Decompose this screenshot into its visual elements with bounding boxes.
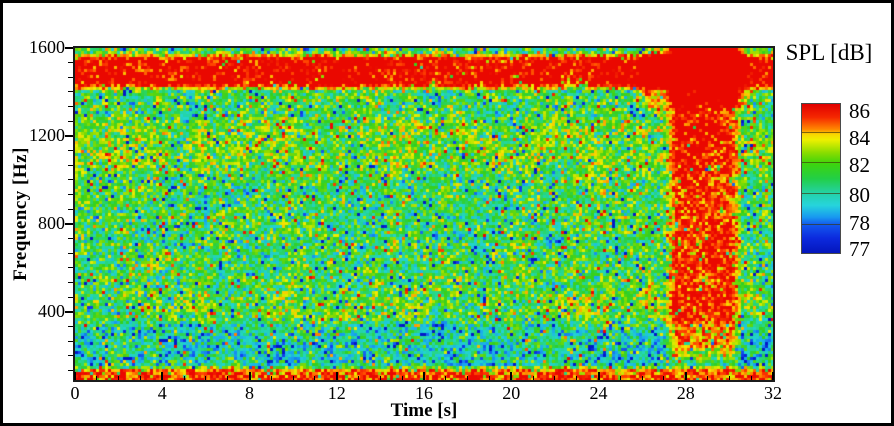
- x-minor-tick-mark: [379, 376, 381, 380]
- x-tick-label: 24: [589, 383, 608, 403]
- x-tick-label: 32: [764, 383, 782, 403]
- y-minor-tick-mark: [68, 369, 73, 371]
- y-tick-label: 1200: [29, 124, 65, 145]
- colorbar-title: SPL [dB]: [785, 40, 873, 65]
- y-tick-label: 1600: [29, 37, 65, 57]
- x-minor-tick-mark: [619, 376, 621, 380]
- x-minor-tick-mark: [270, 376, 272, 380]
- y-minor-tick-mark: [68, 120, 73, 122]
- y-minor-tick-mark: [68, 179, 73, 181]
- x-minor-tick-mark: [118, 376, 120, 380]
- x-minor-tick-mark: [707, 376, 709, 380]
- x-major-tick-mark: [248, 372, 251, 380]
- colorbar-segment-divider: [802, 193, 840, 194]
- y-tick-label: 800: [38, 212, 65, 233]
- x-minor-tick-mark: [205, 376, 207, 380]
- x-tick-label: 20: [502, 383, 521, 403]
- colorbar-tick-label: 82: [849, 153, 870, 177]
- colorbar-tick-label: 84: [849, 126, 870, 150]
- x-minor-tick-mark: [488, 376, 490, 380]
- x-minor-tick-mark: [314, 376, 316, 380]
- y-minor-tick-mark: [68, 252, 73, 254]
- x-minor-tick-mark: [554, 376, 556, 380]
- spectrogram-canvas: [75, 48, 773, 380]
- y-minor-tick-mark: [68, 238, 73, 240]
- colorbar-segment-divider: [802, 132, 840, 133]
- y-tick-label: 400: [38, 300, 65, 321]
- y-minor-tick-mark: [68, 267, 73, 269]
- y-minor-tick-mark: [68, 340, 73, 342]
- y-minor-tick-mark: [68, 296, 73, 298]
- x-minor-tick-mark: [663, 376, 665, 380]
- y-minor-tick-mark: [68, 194, 73, 196]
- x-major-tick-mark: [74, 372, 76, 380]
- x-major-tick-mark: [510, 372, 513, 380]
- colorbar-tick-label: 77: [849, 237, 870, 261]
- x-major-tick-mark: [161, 372, 164, 380]
- x-minor-tick-mark: [292, 376, 294, 380]
- x-major-tick-mark: [772, 372, 774, 380]
- x-tick-label: 28: [676, 383, 695, 403]
- x-minor-tick-mark: [227, 376, 229, 380]
- colorbar-segment-divider: [802, 224, 840, 225]
- x-minor-tick-mark: [728, 376, 730, 380]
- x-major-tick-mark: [597, 372, 600, 380]
- x-tick-label: 0: [70, 383, 80, 403]
- y-major-tick-mark: [65, 47, 73, 49]
- x-minor-tick-mark: [576, 376, 578, 380]
- x-tick-label: 4: [157, 383, 167, 403]
- x-minor-tick-mark: [750, 376, 752, 380]
- y-minor-tick-mark: [68, 282, 73, 284]
- x-minor-tick-mark: [96, 376, 98, 380]
- y-minor-tick-mark: [68, 76, 73, 78]
- x-minor-tick-mark: [183, 376, 185, 380]
- x-major-tick-mark: [423, 372, 425, 380]
- x-major-tick-mark: [335, 372, 338, 380]
- y-minor-tick-mark: [68, 91, 73, 93]
- colorbar: [801, 103, 841, 254]
- x-minor-tick-mark: [532, 376, 534, 380]
- x-tick-label: 16: [415, 383, 433, 403]
- y-minor-tick-mark: [68, 208, 73, 210]
- plot-area: [73, 46, 775, 382]
- colorbar-tick-label: 86: [849, 99, 870, 123]
- y-minor-tick-mark: [68, 150, 73, 152]
- y-minor-tick-mark: [68, 325, 73, 327]
- colorbar-tick-label: 78: [849, 211, 870, 235]
- colorbar-tick-label: 80: [849, 183, 870, 207]
- x-minor-tick-mark: [445, 376, 447, 380]
- x-major-tick-mark: [684, 372, 687, 380]
- x-minor-tick-mark: [467, 376, 469, 380]
- colorbar-segment-divider: [802, 162, 840, 163]
- x-tick-label: 8: [245, 383, 254, 403]
- y-minor-tick-mark: [68, 106, 73, 108]
- y-major-tick-mark: [65, 134, 73, 137]
- x-minor-tick-mark: [401, 376, 403, 380]
- x-tick-label: 12: [327, 383, 346, 403]
- y-minor-tick-mark: [68, 164, 73, 166]
- x-minor-tick-mark: [358, 376, 360, 380]
- x-minor-tick-mark: [139, 376, 141, 380]
- x-axis-title: Time [s]: [390, 400, 458, 421]
- y-major-tick-mark: [65, 310, 73, 313]
- y-minor-tick-mark: [68, 355, 73, 357]
- x-minor-tick-mark: [641, 376, 643, 380]
- y-minor-tick-mark: [68, 62, 73, 64]
- y-major-tick-mark: [65, 222, 73, 225]
